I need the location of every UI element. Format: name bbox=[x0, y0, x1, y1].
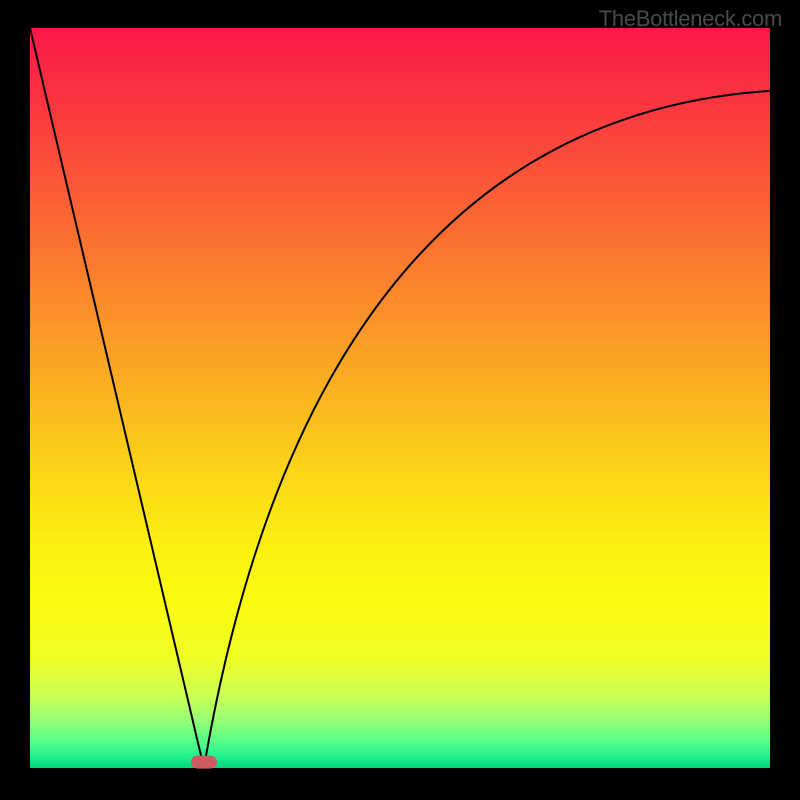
trough-marker bbox=[191, 756, 217, 769]
plot-background-gradient bbox=[30, 28, 770, 768]
chart-container: TheBottleneck.com bbox=[0, 0, 800, 800]
bottleneck-chart bbox=[0, 0, 800, 800]
watermark-text: TheBottleneck.com bbox=[599, 6, 782, 32]
